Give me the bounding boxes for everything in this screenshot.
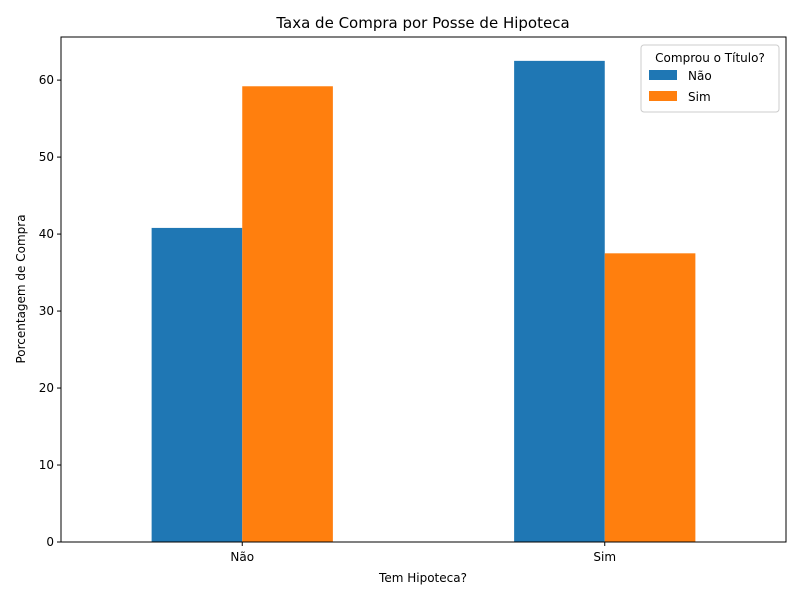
chart-title: Taxa de Compra por Posse de Hipoteca [275, 14, 569, 32]
y-axis-label: Porcentagem de Compra [14, 214, 28, 363]
bar [514, 60, 605, 543]
y-tick-label: 40 [39, 227, 54, 241]
y-tick-label: 60 [39, 73, 54, 87]
y-tick-label: 20 [39, 381, 54, 395]
legend: Comprou o Título? Não Sim [640, 44, 780, 113]
y-tick-label: 50 [39, 150, 54, 164]
bar [604, 253, 696, 542]
legend-entry-label: Não [688, 69, 712, 83]
legend-entry-label: Sim [688, 90, 711, 104]
x-tick-label: Não [230, 550, 254, 564]
bar [151, 227, 243, 543]
x-axis-label: Tem Hipoteca? [378, 571, 467, 585]
y-tick-label: 0 [46, 535, 54, 549]
legend-swatch [649, 70, 677, 80]
y-tick-label: 30 [39, 304, 54, 318]
plot-area: 0 10 20 30 40 50 60 Não Sim [39, 36, 787, 564]
bar [242, 86, 333, 542]
y-tick-label: 10 [39, 458, 54, 472]
legend-title: Comprou o Título? [655, 51, 765, 65]
x-tick-label: Sim [593, 550, 616, 564]
axes-frame [60, 36, 787, 543]
legend-swatch [649, 91, 677, 101]
